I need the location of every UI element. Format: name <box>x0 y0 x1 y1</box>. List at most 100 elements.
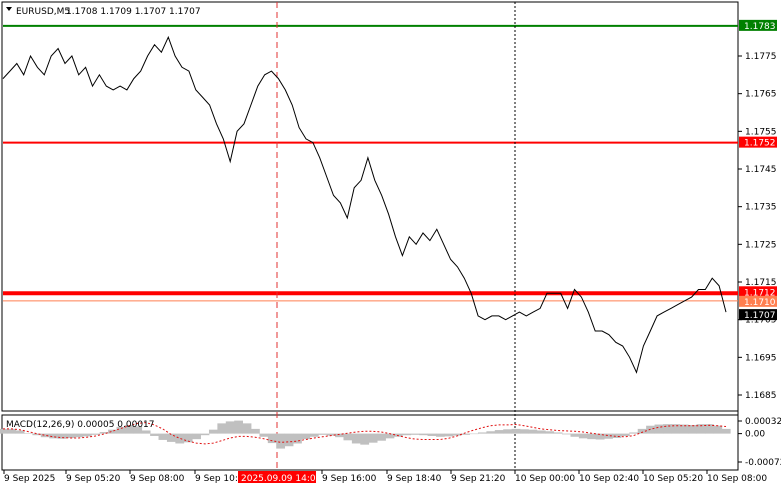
macd-tick-label: 0.00 <box>745 430 765 440</box>
macd-bar <box>183 433 193 443</box>
time-axis-label: 9 Sep 08:00 <box>130 474 185 484</box>
macd-bar <box>679 424 689 434</box>
crosshair-time-tag-bg <box>238 471 316 483</box>
macd-bar <box>654 424 664 434</box>
macd-bar <box>343 433 353 441</box>
price-tag-bg <box>739 136 777 148</box>
macd-tick-label: 0.00032 <box>745 417 781 427</box>
macd-bar <box>604 433 613 439</box>
time-axis-label: 9 Sep 16:00 <box>322 474 377 484</box>
price-tag-label: 1.1783 <box>744 22 776 32</box>
price-tick-label: 1.1695 <box>745 353 777 363</box>
macd-bar <box>49 433 59 439</box>
price-tick-label: 1.1685 <box>745 391 777 401</box>
macd-bar <box>553 432 563 434</box>
macd-bar <box>335 433 344 438</box>
macd-bar <box>124 424 134 434</box>
price-axis-ticks: 1.1775 1.1765 1.1755 1.1745 1.1735 1.1725 1.17… <box>738 52 777 401</box>
price-tick-label: 1.1705 <box>745 316 777 326</box>
crosshair-time-tag: 2025.09.09 14:05 <box>238 471 321 484</box>
macd-bar <box>511 428 521 434</box>
macd-bar <box>595 433 605 440</box>
macd-bar <box>662 424 672 434</box>
macd-bar <box>360 433 370 445</box>
macd-bar <box>208 429 218 434</box>
macd-bar <box>520 429 529 434</box>
macd-axis-ticks: 0.00032 0.00 -0.00072 <box>738 417 781 468</box>
ohlc-values: 1.1708 1.1709 1.1707 1.1707 <box>66 7 201 17</box>
macd-bar <box>225 421 235 434</box>
macd-bar <box>402 433 412 436</box>
macd-bar <box>351 433 361 444</box>
macd-bar <box>301 433 311 440</box>
macd-bar <box>477 432 487 434</box>
level-lines <box>3 24 738 302</box>
chart-header: EURUSD,M5 1.1708 1.1709 1.1707 1.1707 <box>6 7 201 17</box>
macd-bar <box>385 433 395 439</box>
macd-bar <box>427 433 437 436</box>
macd-bar <box>166 433 176 442</box>
macd-bar <box>562 433 571 435</box>
macd-bar <box>200 433 210 436</box>
macd-bar <box>116 426 126 434</box>
macd-bar <box>671 424 681 434</box>
macd-bar <box>578 433 588 439</box>
price-tick-label: 1.1765 <box>745 90 777 100</box>
time-axis-label: 9 Sep 21:20 <box>451 474 506 484</box>
time-axis-label: 10 Sep 08:00 <box>707 474 767 484</box>
macd-bar <box>587 433 597 440</box>
price-panel[interactable] <box>1 1 739 412</box>
macd-histogram <box>0 420 731 449</box>
macd-bar <box>259 433 269 437</box>
dropdown-triangle-icon[interactable] <box>6 7 12 11</box>
macd-bar <box>217 423 227 434</box>
macd-bar <box>570 433 580 437</box>
macd-bar <box>637 428 647 434</box>
price-tag-bg <box>739 309 777 321</box>
macd-bar <box>444 433 454 437</box>
macd-bar <box>545 431 555 434</box>
macd-bar <box>175 433 185 444</box>
price-series-line <box>2 35 727 374</box>
price-tick-label: 1.1715 <box>745 278 777 288</box>
time-axis-label: 10 Sep 05:20 <box>643 474 703 484</box>
macd-bar <box>419 433 428 436</box>
macd-bar <box>99 432 109 434</box>
macd-bar <box>0 428 8 434</box>
macd-label: MACD(12,26,9) 0.00005 0.00017 <box>6 420 155 430</box>
macd-bar <box>32 433 42 436</box>
macd-bar <box>704 424 714 434</box>
macd-bar <box>452 433 462 436</box>
macd-bar <box>486 431 496 434</box>
macd-bar <box>251 428 260 434</box>
macd-bar <box>721 428 731 434</box>
symbol-timeframe: EURUSD,M5 <box>16 7 70 17</box>
macd-bar <box>7 428 17 434</box>
macd-bar <box>410 433 420 435</box>
macd-bar <box>15 430 25 434</box>
time-axis-label: 9 Sep 05:20 <box>66 474 121 484</box>
time-axis-label: 9 Sep 18:40 <box>387 474 442 484</box>
macd-bar <box>141 430 151 434</box>
macd-bar <box>528 429 538 434</box>
macd-bar <box>326 433 336 436</box>
macd-bar <box>133 426 143 434</box>
macd-bar <box>368 433 378 443</box>
macd-bar <box>158 433 168 440</box>
macd-bar <box>40 433 50 438</box>
macd-bar <box>91 433 101 435</box>
macd-bar <box>284 433 294 447</box>
macd-bar <box>309 433 319 437</box>
macd-bar <box>234 420 243 434</box>
price-tag-label: 1.1707 <box>744 311 776 321</box>
macd-bar <box>57 433 67 439</box>
macd-bar <box>620 433 630 436</box>
macd-bar <box>461 433 470 435</box>
macd-bar <box>469 433 479 435</box>
macd-bar <box>242 423 252 434</box>
macd-bar <box>74 433 84 438</box>
price-tag-bg <box>739 295 777 307</box>
macd-bar <box>612 433 622 438</box>
